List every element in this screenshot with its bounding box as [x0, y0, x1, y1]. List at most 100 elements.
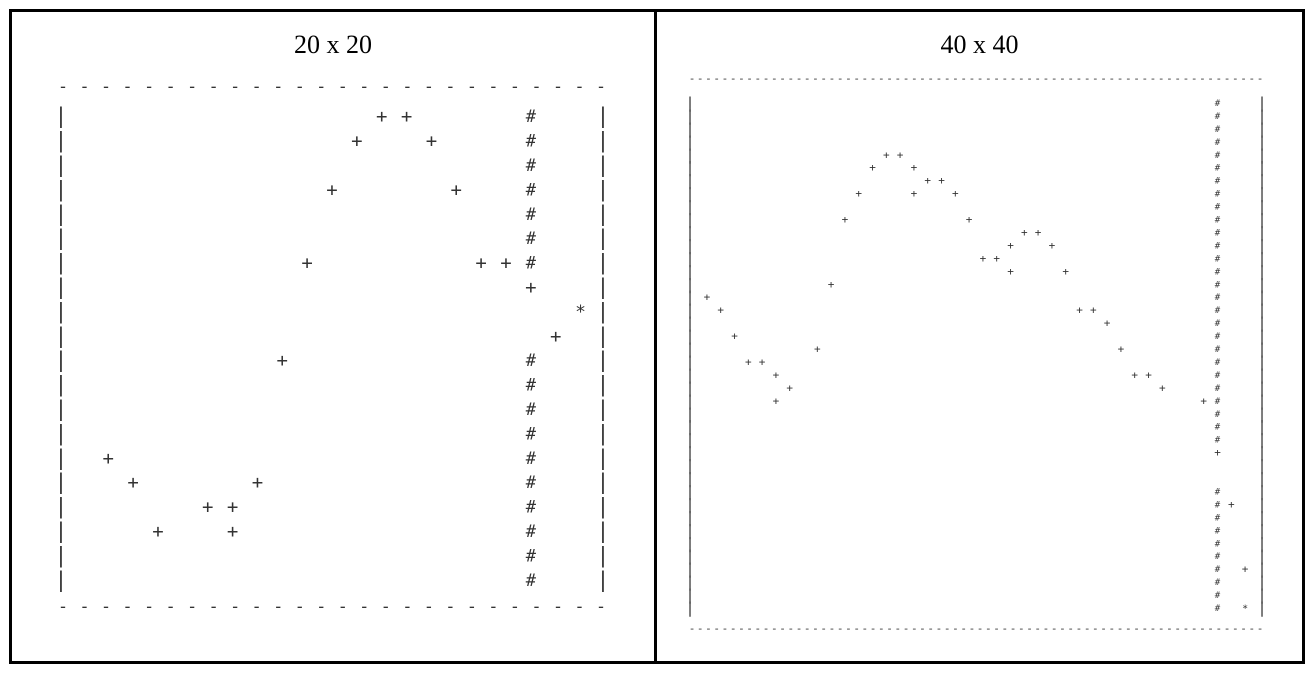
border-top-dash: -: [787, 72, 794, 85]
goal-cell: *: [1242, 604, 1248, 615]
wall-cell: #: [526, 571, 537, 591]
border-bottom-dash: -: [771, 622, 778, 635]
border-top-dash: -: [713, 72, 720, 85]
border-bottom-dash: -: [316, 597, 326, 617]
border-bottom-dash: -: [755, 622, 762, 635]
wall-cell: #: [1215, 487, 1221, 497]
border-top-dash: -: [820, 72, 827, 85]
wall-cell: #: [1215, 578, 1221, 588]
border-top-dash: -: [804, 72, 811, 85]
border-left-bar: |: [55, 397, 68, 422]
border-top-dash: -: [796, 72, 803, 85]
border-top-dash: -: [1216, 72, 1223, 85]
path-cell: +: [952, 187, 959, 200]
path-cell: +: [911, 187, 918, 200]
border-right-bar: |: [1257, 340, 1266, 358]
border-top-dash: -: [697, 72, 704, 85]
border-left-bar: |: [685, 198, 694, 216]
border-top-dash: -: [144, 77, 154, 97]
border-bottom-dash: -: [187, 597, 197, 617]
wall-cell: #: [1215, 345, 1221, 355]
border-bottom-dash: -: [1240, 622, 1247, 635]
border-top-dash: -: [927, 72, 934, 85]
border-left-bar: |: [55, 519, 68, 544]
border-top-dash: -: [1248, 72, 1255, 85]
border-right-bar: |: [1257, 444, 1266, 462]
border-right-bar: |: [1257, 392, 1266, 410]
path-cell: +: [897, 148, 904, 161]
border-right-bar: |: [597, 177, 610, 202]
border-bottom-dash: -: [763, 622, 770, 635]
border-top-dash: -: [1166, 72, 1173, 85]
border-right-bar: |: [597, 153, 610, 178]
path-cell: +: [842, 213, 849, 226]
border-bottom-dash: -: [796, 622, 803, 635]
border-right-bar: |: [1257, 431, 1266, 449]
border-left-bar: |: [685, 120, 694, 138]
path-cell: +: [911, 161, 918, 174]
wall-cell: #: [526, 376, 537, 396]
border-top-dash: -: [531, 77, 541, 97]
border-bottom-dash: -: [1232, 622, 1239, 635]
border-bottom-dash: -: [1109, 622, 1116, 635]
border-left-bar: |: [685, 405, 694, 423]
border-bottom-dash: -: [862, 622, 869, 635]
wall-cell: #: [1215, 216, 1221, 226]
path-cell: +: [103, 447, 114, 469]
border-bottom-dash: -: [1191, 622, 1198, 635]
border-top-dash: -: [1224, 72, 1231, 85]
border-right-bar: |: [1257, 288, 1266, 306]
border-top-dash: -: [738, 72, 745, 85]
border-top-dash: -: [1018, 72, 1025, 85]
border-bottom-dash: -: [402, 597, 412, 617]
wall-cell: #: [1215, 280, 1221, 290]
border-left-bar: |: [55, 470, 68, 495]
border-right-bar: |: [1257, 547, 1266, 565]
border-left-bar: |: [685, 236, 694, 254]
path-cell: +: [451, 179, 462, 201]
border-left-bar: |: [685, 262, 694, 280]
path-cell: +: [814, 343, 821, 356]
path-cell: +: [1049, 239, 1056, 252]
border-bottom-dash: -: [1059, 622, 1066, 635]
border-left-bar: |: [685, 599, 694, 617]
wall-cell: #: [1215, 332, 1221, 342]
border-left-bar: |: [55, 299, 68, 324]
border-right-bar: |: [1257, 379, 1266, 397]
border-right-bar: |: [1257, 366, 1266, 384]
border-bottom-dash: -: [713, 622, 720, 635]
wall-cell: #: [526, 449, 537, 469]
border-left-bar: |: [685, 495, 694, 513]
path-cell: +: [1228, 498, 1235, 511]
wall-cell: #: [1215, 112, 1221, 122]
border-top-dash: -: [1026, 72, 1033, 85]
path-cell: +: [376, 106, 387, 128]
path-cell: +: [326, 179, 337, 201]
border-bottom-dash: -: [870, 622, 877, 635]
border-top-dash: -: [1240, 72, 1247, 85]
path-cell: +: [277, 350, 288, 372]
border-bottom-dash: -: [894, 622, 901, 635]
wall-cell: #: [1215, 384, 1221, 394]
grid-40x40: ----------------------------------------…: [685, 72, 1266, 635]
wall-cell: #: [1215, 423, 1221, 433]
border-top-dash: -: [870, 72, 877, 85]
border-bottom-dash: -: [969, 622, 976, 635]
border-right-bar: |: [597, 397, 610, 422]
border-top-dash: -: [746, 72, 753, 85]
border-top-dash: -: [894, 72, 901, 85]
border-bottom-dash: -: [1174, 622, 1181, 635]
border-bottom-dash: -: [1224, 622, 1231, 635]
border-top-dash: -: [510, 77, 520, 97]
path-cell: +: [1118, 343, 1125, 356]
path-cell: +: [966, 213, 973, 226]
panel-20x20: 20 x 20 --------------------------------…: [12, 12, 657, 661]
border-bottom-dash: -: [952, 622, 959, 635]
wall-cell: #: [526, 546, 537, 566]
border-bottom-dash: -: [574, 597, 584, 617]
border-bottom-dash: -: [381, 597, 391, 617]
wall-cell: #: [526, 107, 537, 127]
border-bottom-dash: -: [960, 622, 967, 635]
path-cell: +: [500, 252, 511, 274]
border-right-bar: |: [1257, 418, 1266, 436]
